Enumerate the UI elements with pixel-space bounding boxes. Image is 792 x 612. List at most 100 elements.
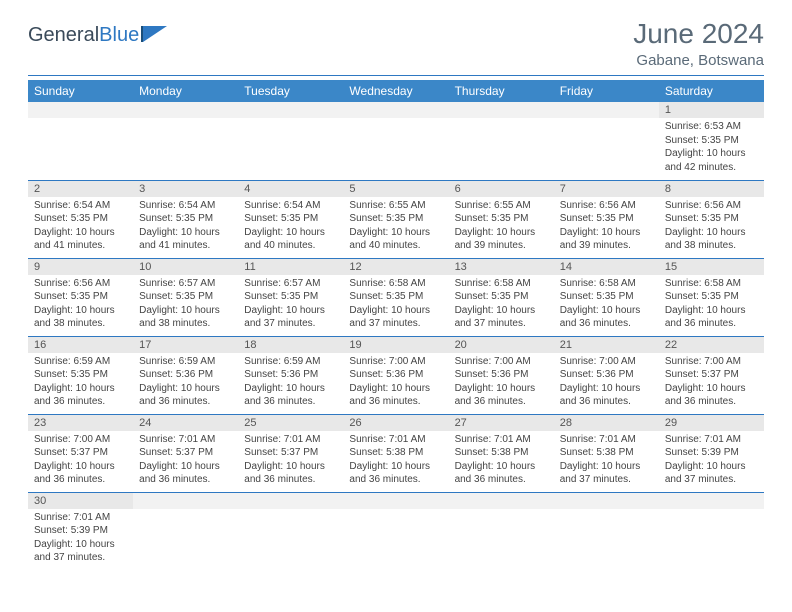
calendar-cell: 21Sunrise: 7:00 AMSunset: 5:36 PMDayligh… [554,336,659,414]
calendar-table: SundayMondayTuesdayWednesdayThursdayFrid… [28,80,764,570]
empty-day [343,102,448,118]
day-info: Sunrise: 7:00 AMSunset: 5:37 PMDaylight:… [28,431,133,491]
header: GeneralBlue June 2024 Gabane, Botswana [0,0,792,73]
calendar-cell [133,102,238,180]
empty-day [238,102,343,118]
day-info: Sunrise: 7:00 AMSunset: 5:37 PMDaylight:… [659,353,764,413]
day-info: Sunrise: 6:56 AMSunset: 5:35 PMDaylight:… [28,275,133,335]
calendar-cell [238,492,343,570]
calendar-cell [133,492,238,570]
day-header: Monday [133,80,238,102]
day-info: Sunrise: 6:58 AMSunset: 5:35 PMDaylight:… [343,275,448,335]
empty-day [343,493,448,509]
calendar-cell: 8Sunrise: 6:56 AMSunset: 5:35 PMDaylight… [659,180,764,258]
day-info: Sunrise: 7:01 AMSunset: 5:37 PMDaylight:… [133,431,238,491]
day-info: Sunrise: 7:01 AMSunset: 5:38 PMDaylight:… [343,431,448,491]
calendar-cell: 28Sunrise: 7:01 AMSunset: 5:38 PMDayligh… [554,414,659,492]
empty-day [554,493,659,509]
day-info: Sunrise: 6:57 AMSunset: 5:35 PMDaylight:… [238,275,343,335]
calendar-cell [449,492,554,570]
day-number: 22 [659,337,764,353]
day-number: 6 [449,181,554,197]
day-info: Sunrise: 7:01 AMSunset: 5:39 PMDaylight:… [28,509,133,569]
empty-day [449,493,554,509]
day-info: Sunrise: 7:01 AMSunset: 5:37 PMDaylight:… [238,431,343,491]
day-number: 12 [343,259,448,275]
calendar-cell: 14Sunrise: 6:58 AMSunset: 5:35 PMDayligh… [554,258,659,336]
day-info: Sunrise: 6:53 AMSunset: 5:35 PMDaylight:… [659,118,764,178]
day-number: 5 [343,181,448,197]
day-number: 7 [554,181,659,197]
empty-day [133,102,238,118]
calendar-cell [28,102,133,180]
day-number: 11 [238,259,343,275]
day-number: 24 [133,415,238,431]
day-info: Sunrise: 6:54 AMSunset: 5:35 PMDaylight:… [133,197,238,257]
day-header: Sunday [28,80,133,102]
day-info: Sunrise: 7:01 AMSunset: 5:38 PMDaylight:… [449,431,554,491]
day-number: 3 [133,181,238,197]
day-info: Sunrise: 7:00 AMSunset: 5:36 PMDaylight:… [554,353,659,413]
calendar-cell: 23Sunrise: 7:00 AMSunset: 5:37 PMDayligh… [28,414,133,492]
day-number: 26 [343,415,448,431]
day-info: Sunrise: 7:01 AMSunset: 5:39 PMDaylight:… [659,431,764,491]
logo: GeneralBlue [28,24,169,47]
calendar-cell: 24Sunrise: 7:01 AMSunset: 5:37 PMDayligh… [133,414,238,492]
day-info: Sunrise: 7:00 AMSunset: 5:36 PMDaylight:… [449,353,554,413]
day-info: Sunrise: 6:59 AMSunset: 5:36 PMDaylight:… [238,353,343,413]
day-number: 19 [343,337,448,353]
calendar-cell [554,102,659,180]
day-info: Sunrise: 7:01 AMSunset: 5:38 PMDaylight:… [554,431,659,491]
day-header: Wednesday [343,80,448,102]
day-number: 29 [659,415,764,431]
calendar-week: 1Sunrise: 6:53 AMSunset: 5:35 PMDaylight… [28,102,764,180]
day-number: 9 [28,259,133,275]
calendar-cell: 29Sunrise: 7:01 AMSunset: 5:39 PMDayligh… [659,414,764,492]
day-info: Sunrise: 6:59 AMSunset: 5:35 PMDaylight:… [28,353,133,413]
calendar-cell [238,102,343,180]
calendar-body: 1Sunrise: 6:53 AMSunset: 5:35 PMDaylight… [28,102,764,570]
calendar-week: 30Sunrise: 7:01 AMSunset: 5:39 PMDayligh… [28,492,764,570]
location: Gabane, Botswana [633,52,764,69]
calendar-cell: 12Sunrise: 6:58 AMSunset: 5:35 PMDayligh… [343,258,448,336]
day-header: Thursday [449,80,554,102]
day-info: Sunrise: 6:55 AMSunset: 5:35 PMDaylight:… [449,197,554,257]
calendar-cell: 20Sunrise: 7:00 AMSunset: 5:36 PMDayligh… [449,336,554,414]
day-info: Sunrise: 6:58 AMSunset: 5:35 PMDaylight:… [659,275,764,335]
day-number: 8 [659,181,764,197]
calendar-cell: 30Sunrise: 7:01 AMSunset: 5:39 PMDayligh… [28,492,133,570]
calendar-week: 23Sunrise: 7:00 AMSunset: 5:37 PMDayligh… [28,414,764,492]
day-info: Sunrise: 6:57 AMSunset: 5:35 PMDaylight:… [133,275,238,335]
calendar-cell: 13Sunrise: 6:58 AMSunset: 5:35 PMDayligh… [449,258,554,336]
calendar-cell: 3Sunrise: 6:54 AMSunset: 5:35 PMDaylight… [133,180,238,258]
calendar-cell: 10Sunrise: 6:57 AMSunset: 5:35 PMDayligh… [133,258,238,336]
empty-day [449,102,554,118]
day-number: 17 [133,337,238,353]
day-number: 16 [28,337,133,353]
day-number: 23 [28,415,133,431]
logo-text-blue: Blue [99,24,139,47]
day-number: 18 [238,337,343,353]
calendar-cell [449,102,554,180]
calendar-cell: 25Sunrise: 7:01 AMSunset: 5:37 PMDayligh… [238,414,343,492]
day-info: Sunrise: 6:55 AMSunset: 5:35 PMDaylight:… [343,197,448,257]
day-number: 4 [238,181,343,197]
calendar-cell: 7Sunrise: 6:56 AMSunset: 5:35 PMDaylight… [554,180,659,258]
day-header: Tuesday [238,80,343,102]
day-number: 21 [554,337,659,353]
day-info: Sunrise: 6:54 AMSunset: 5:35 PMDaylight:… [28,197,133,257]
day-number: 14 [554,259,659,275]
header-divider [28,75,764,76]
empty-day [554,102,659,118]
day-header: Saturday [659,80,764,102]
month-title: June 2024 [633,18,764,50]
day-info: Sunrise: 6:56 AMSunset: 5:35 PMDaylight:… [554,197,659,257]
logo-text-general: General [28,24,99,47]
calendar-cell: 26Sunrise: 7:01 AMSunset: 5:38 PMDayligh… [343,414,448,492]
empty-day [238,493,343,509]
calendar-cell: 18Sunrise: 6:59 AMSunset: 5:36 PMDayligh… [238,336,343,414]
calendar-cell: 19Sunrise: 7:00 AMSunset: 5:36 PMDayligh… [343,336,448,414]
day-number: 13 [449,259,554,275]
day-number: 27 [449,415,554,431]
day-info: Sunrise: 6:58 AMSunset: 5:35 PMDaylight:… [449,275,554,335]
